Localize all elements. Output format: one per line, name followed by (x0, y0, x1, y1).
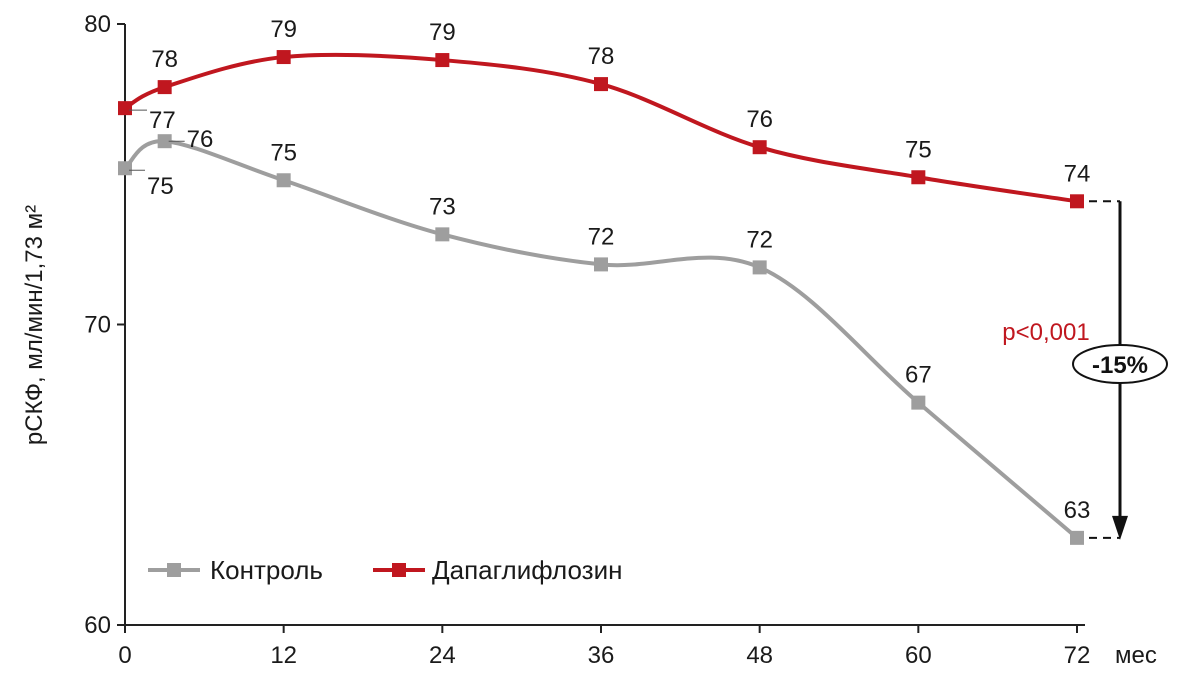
data-label: 72 (588, 223, 615, 250)
series-line-0 (123, 139, 1079, 540)
y-tick-label: 80 (84, 11, 111, 38)
data-point-marker (435, 53, 450, 68)
data-label: 78 (151, 46, 178, 73)
data-point-marker (911, 395, 926, 410)
data-point-marker (276, 173, 291, 188)
p-value-label: p<0,001 (1002, 319, 1089, 346)
difference-ellipse (1072, 344, 1168, 384)
y-axis-title: рСКФ, мл/мин/1,73 м² (21, 205, 48, 445)
data-label: 63 (1064, 497, 1091, 524)
data-label: 76 (187, 126, 214, 153)
axes: 60 70 80 0 12 24 36 48 60 72 (84, 11, 1090, 669)
data-point-marker (157, 80, 172, 95)
data-label: 77 (149, 107, 176, 134)
x-tick-label: 36 (588, 642, 615, 669)
data-label: 67 (905, 362, 932, 389)
data-point-marker (752, 140, 767, 155)
data-label: 78 (588, 43, 615, 70)
x-axis-unit: мес (1115, 642, 1157, 669)
legend: Контроль Дапаглифлозин (148, 555, 622, 585)
legend-marker-1 (392, 563, 406, 577)
legend-marker-0 (167, 563, 181, 577)
data-point-marker (1070, 194, 1084, 209)
legend-label-1: Дапаглифлозин (432, 555, 622, 585)
data-label: 73 (429, 193, 456, 220)
data-label: 72 (746, 226, 773, 253)
data-point-marker (118, 161, 132, 176)
x-tick-label: 24 (429, 642, 456, 669)
data-labels: 75 76 75 73 72 72 67 63 77 78 79 79 78 76 75 74 (129, 16, 1090, 524)
difference-arrow-head (1112, 515, 1128, 540)
x-tick-label: 12 (270, 642, 297, 669)
series-markers (118, 50, 1084, 545)
data-point-marker (594, 257, 608, 272)
data-label: 75 (270, 139, 297, 166)
data-point-marker (435, 227, 450, 242)
y-tick-label: 60 (84, 612, 111, 639)
data-point-marker (157, 134, 172, 149)
x-tick-label: 60 (905, 642, 932, 669)
data-label: 75 (147, 173, 174, 200)
series-lines (123, 52, 1079, 540)
data-point-marker (1070, 530, 1084, 545)
difference-label: -15% (1092, 352, 1148, 379)
annotations: p<0,001 -15% (1002, 200, 1168, 540)
legend-label-0: Контроль (210, 555, 323, 585)
y-tick-label: 70 (84, 312, 111, 339)
data-label: 79 (270, 16, 297, 43)
data-point-marker (594, 77, 608, 92)
x-tick-label: 72 (1064, 642, 1091, 669)
data-label: 75 (905, 136, 932, 163)
data-point-marker (118, 101, 132, 116)
series-line-1 (123, 52, 1078, 204)
data-label: 76 (746, 106, 773, 133)
data-point-marker (752, 260, 767, 275)
x-tick-label: 48 (746, 642, 773, 669)
data-point-marker (911, 170, 926, 185)
x-tick-label: 0 (118, 642, 131, 669)
data-label: 74 (1064, 160, 1091, 187)
data-label: 79 (429, 19, 456, 46)
data-point-marker (276, 50, 291, 65)
